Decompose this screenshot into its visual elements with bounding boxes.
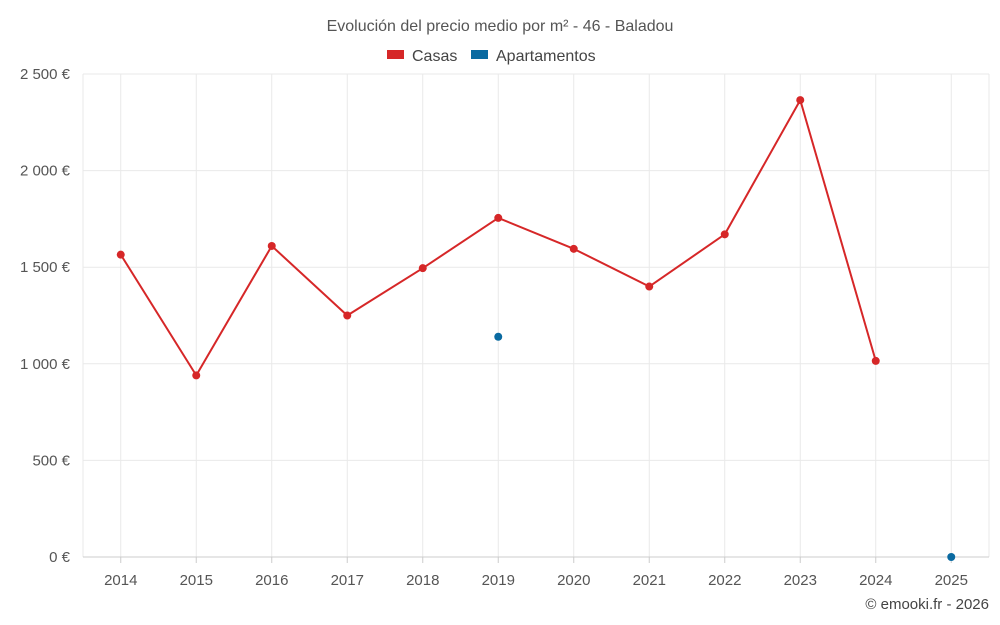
data-point-apartamentos[interactable] xyxy=(947,553,956,561)
x-tick-label: 2016 xyxy=(255,572,288,589)
legend-swatch-apartamentos[interactable] xyxy=(471,50,488,59)
y-tick-label: 1 000 € xyxy=(20,356,71,373)
y-tick-label: 1 500 € xyxy=(20,259,71,276)
data-point-casas[interactable] xyxy=(569,244,578,253)
legend-label-apartamentos[interactable]: Apartamentos xyxy=(496,48,596,65)
grid xyxy=(82,73,990,557)
data-point-casas[interactable] xyxy=(343,311,352,320)
x-tick-label: 2017 xyxy=(331,572,364,589)
series-casas xyxy=(116,96,880,380)
data-point-casas[interactable] xyxy=(494,213,503,222)
chart-title: Evolución del precio medio por m² - 46 -… xyxy=(327,18,674,35)
y-tick-label: 2 000 € xyxy=(20,163,71,180)
y-tick-label: 0 € xyxy=(49,549,71,566)
legend-swatch-casas[interactable] xyxy=(387,50,404,59)
data-point-casas[interactable] xyxy=(267,241,276,250)
x-tick-label: 2018 xyxy=(406,572,439,589)
data-point-casas[interactable] xyxy=(796,96,805,105)
y-tick-label: 500 € xyxy=(32,452,70,469)
data-point-apartamentos[interactable] xyxy=(494,332,503,341)
x-tick-label: 2019 xyxy=(482,572,515,589)
series xyxy=(116,96,956,561)
x-tick-label: 2023 xyxy=(784,572,817,589)
x-tick-label: 2022 xyxy=(708,572,741,589)
data-point-casas[interactable] xyxy=(645,282,654,291)
x-tick-label: 2025 xyxy=(935,572,968,589)
y-tick-label: 2 500 € xyxy=(20,66,71,83)
legend[interactable]: Casas Apartamentos xyxy=(387,48,596,65)
copyright-text: © emooki.fr - 2026 xyxy=(865,596,989,613)
x-tick-label: 2015 xyxy=(180,572,213,589)
data-point-casas[interactable] xyxy=(720,230,729,239)
series-apartamentos xyxy=(494,332,956,561)
data-point-casas[interactable] xyxy=(871,356,880,365)
x-tick-label: 2020 xyxy=(557,572,590,589)
legend-label-casas[interactable]: Casas xyxy=(412,48,457,65)
x-tick-label: 2014 xyxy=(104,572,137,589)
data-point-casas[interactable] xyxy=(116,250,125,259)
axes: 0 € 500 € 1 000 € 1 500 € 2 000 € 2 500 € 2014… xyxy=(20,66,989,589)
x-tick-label: 2021 xyxy=(633,572,666,589)
x-tick-label: 2024 xyxy=(859,572,892,589)
data-point-casas[interactable] xyxy=(192,371,201,380)
data-point-casas[interactable] xyxy=(418,264,427,273)
